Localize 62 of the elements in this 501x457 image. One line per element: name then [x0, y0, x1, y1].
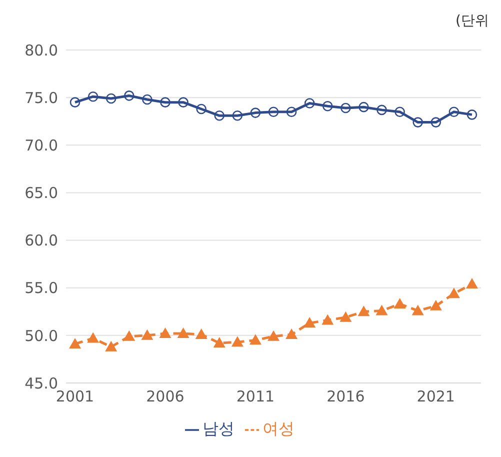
- legend-label: 남성: [202, 419, 234, 438]
- x-tick-label: 2021: [416, 388, 455, 406]
- point: [123, 330, 136, 341]
- point: [159, 328, 172, 338]
- point: [249, 334, 262, 345]
- y-tick-label: 45.0: [24, 374, 58, 392]
- point: [214, 110, 225, 121]
- y-tick-label: 75.0: [24, 88, 58, 107]
- point: [177, 328, 190, 338]
- point: [322, 100, 333, 112]
- x-tick-label: 2001: [56, 388, 94, 406]
- point: [376, 104, 387, 116]
- x-tick-label: 2011: [236, 388, 275, 406]
- point: [87, 332, 100, 343]
- x-tick-label: 2006: [146, 388, 184, 406]
- point: [412, 117, 423, 128]
- point: [231, 336, 244, 347]
- y-tick-label: 65.0: [24, 184, 58, 202]
- point: [195, 328, 208, 339]
- point: [142, 94, 152, 105]
- point: [286, 106, 297, 117]
- y-tick-label: 50.0: [24, 326, 58, 345]
- point: [250, 108, 261, 118]
- point: [304, 98, 315, 108]
- point: [358, 102, 369, 112]
- point: [232, 110, 243, 121]
- point: [70, 97, 80, 108]
- text: (단위: [456, 12, 489, 30]
- point: [448, 106, 460, 117]
- x-tick-label: 2016: [326, 388, 365, 406]
- point: [304, 317, 316, 328]
- point: [394, 106, 405, 117]
- point: [160, 97, 170, 108]
- point: [466, 278, 478, 289]
- point: [412, 304, 424, 316]
- point: [340, 311, 352, 322]
- point: [124, 90, 134, 101]
- point: [448, 288, 460, 298]
- point: [358, 306, 370, 316]
- point: [376, 304, 388, 316]
- point: [430, 117, 442, 128]
- point: [141, 329, 154, 340]
- point: [322, 314, 334, 325]
- point: [286, 328, 298, 339]
- point: [466, 110, 478, 120]
- legend-label: 여성: [262, 419, 294, 438]
- y-tick-label: 60.0: [24, 232, 58, 250]
- point: [106, 93, 116, 104]
- point: [340, 102, 351, 114]
- point: [268, 330, 280, 341]
- point: [69, 338, 82, 348]
- y-tick-label: 80.0: [24, 41, 58, 60]
- point: [213, 337, 226, 348]
- y-tick-label: 70.0: [24, 136, 58, 154]
- point: [88, 91, 98, 102]
- point: [394, 298, 406, 309]
- point: [268, 106, 279, 117]
- point: [178, 97, 188, 108]
- point: [196, 104, 206, 114]
- y-tick-label: 55.0: [24, 279, 58, 298]
- point: [105, 340, 118, 352]
- point: [430, 300, 442, 310]
